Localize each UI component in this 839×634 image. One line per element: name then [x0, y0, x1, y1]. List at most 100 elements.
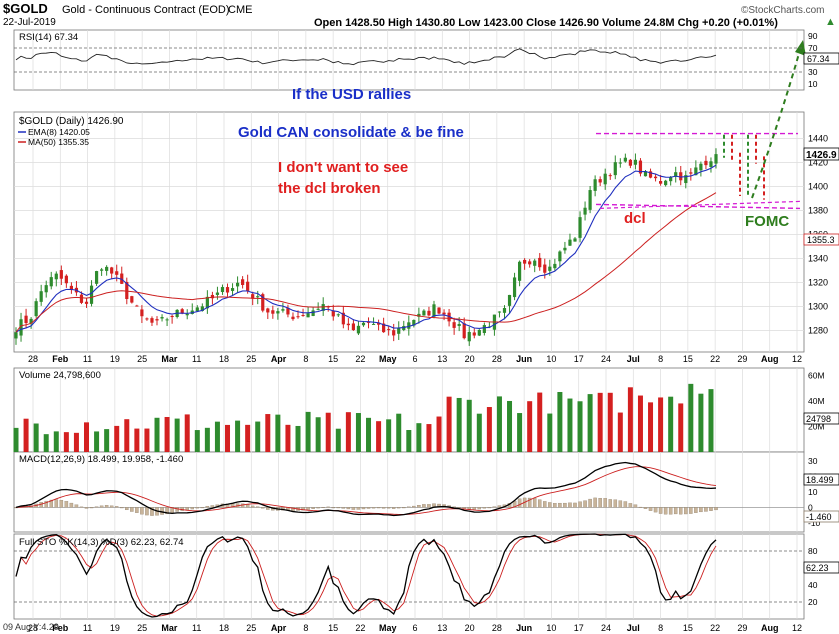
candle-body: [669, 177, 673, 182]
candle-body: [59, 270, 63, 279]
candle-body: [543, 264, 547, 273]
candle-body: [517, 261, 522, 281]
candle-body: [714, 154, 718, 164]
macd-hist-bar: [704, 507, 708, 512]
x-tick-label-bottom: Aug: [761, 623, 779, 633]
x-tick-label-bottom: Mar: [161, 623, 178, 633]
macd-hist-bar: [301, 507, 305, 511]
volume-bar: [184, 414, 190, 452]
candle-body: [704, 160, 708, 166]
x-tick-label: 17: [574, 354, 584, 364]
macd-hist-bar: [714, 507, 718, 511]
macd-hist-bar: [255, 506, 260, 508]
macd-hist-bar: [427, 504, 431, 508]
x-tick-label: 13: [437, 354, 447, 364]
support-dcl-line-2: [599, 200, 801, 209]
x-tick-label: 15: [683, 354, 693, 364]
candle-body: [160, 317, 164, 319]
macd-hist-value-label: -1.460: [806, 512, 832, 522]
candle-body: [205, 296, 209, 309]
volume-bar: [637, 395, 643, 452]
candle-body: [603, 173, 607, 185]
volume-bar: [144, 428, 150, 452]
x-tick-label: 29: [737, 354, 747, 364]
volume-bar: [84, 422, 90, 452]
candle-body: [100, 269, 104, 271]
volume-bar: [204, 427, 210, 452]
candle-body: [583, 207, 587, 215]
volume-bar: [627, 387, 633, 452]
candle-body: [664, 180, 668, 186]
volume-bar: [174, 418, 180, 452]
macd-hist-bar: [160, 507, 164, 515]
x-tick-label-bottom: 13: [437, 623, 447, 633]
y-tick-label-volume: 60M: [808, 371, 825, 381]
ema-8-line: [15, 164, 717, 333]
candle-body: [512, 277, 517, 298]
macd-hist-bar: [69, 502, 74, 508]
volume-bar: [43, 434, 49, 452]
macd-hist-bar: [593, 497, 597, 508]
ma-legend-label: MA(50) 1355.35: [28, 137, 89, 147]
candle-body: [568, 239, 572, 246]
macd-hist-bar: [306, 507, 310, 510]
candle-body: [29, 318, 33, 324]
candle-body: [548, 266, 552, 271]
x-tick-label-bottom: 22: [710, 623, 720, 633]
volume-bar: [164, 416, 170, 452]
volume-bar: [658, 397, 664, 452]
volume-bar: [547, 413, 553, 452]
candle-body: [14, 332, 18, 339]
macd-hist-bar: [54, 499, 59, 508]
candle-body: [94, 271, 99, 284]
volume-bar: [305, 411, 311, 452]
x-tick-label: May: [379, 354, 397, 364]
macd-hist-bar: [407, 506, 411, 508]
volume-bar: [124, 419, 130, 452]
volume-bar: [315, 417, 321, 452]
macd-hist-bar: [200, 507, 205, 509]
x-tick-label-bottom: 8: [303, 623, 308, 633]
x-tick-label: Aug: [761, 354, 779, 364]
macd-hist-bar: [99, 505, 104, 508]
stockcharts-logo: ©StockCharts.com: [741, 5, 825, 16]
volume-bar: [345, 412, 351, 452]
candle-body: [271, 310, 275, 314]
macd-hist-bar: [517, 498, 522, 508]
ema-legend-label: EMA(8) 1420.05: [28, 127, 90, 137]
macd-hist-bar: [477, 507, 482, 510]
volume-bar: [255, 421, 261, 452]
macd-hist-bar: [386, 507, 391, 509]
y-tick-label-sto: 80: [808, 546, 818, 556]
macd-hist-bar: [361, 507, 366, 510]
volume-bar: [486, 407, 492, 452]
x-tick-label-bottom: 12: [792, 623, 802, 633]
rsi-last-value-badge: [803, 52, 839, 65]
candle-body: [573, 238, 577, 242]
volume-bar: [527, 401, 533, 452]
volume-bar: [23, 418, 29, 452]
volume-bar: [63, 432, 69, 452]
chart-date: 22-Jul-2019: [3, 17, 56, 28]
y-tick-label-price: 1300: [808, 301, 828, 311]
macd-hist-bar: [331, 507, 336, 509]
macd-hist-bar: [396, 507, 401, 509]
macd-hist-bar: [120, 507, 124, 509]
candle-body: [432, 304, 436, 317]
candle-body: [180, 309, 184, 314]
macd-hist-bar: [125, 507, 129, 511]
candle-body: [341, 312, 345, 325]
candle-body: [699, 163, 703, 171]
macd-hist-bar: [457, 507, 461, 509]
macd-hist-bar: [79, 506, 84, 508]
volume-bar: [557, 391, 563, 452]
candle-body: [437, 307, 441, 314]
candle-body: [220, 287, 225, 293]
candle-body: [558, 251, 562, 262]
macd-hist-bar: [422, 504, 426, 508]
volume-last-value-badge: [803, 412, 839, 425]
volume-bar: [607, 392, 613, 452]
candle-body: [533, 260, 537, 266]
projection-candles: [723, 134, 765, 200]
x-tick-label-bottom: 28: [492, 623, 502, 633]
